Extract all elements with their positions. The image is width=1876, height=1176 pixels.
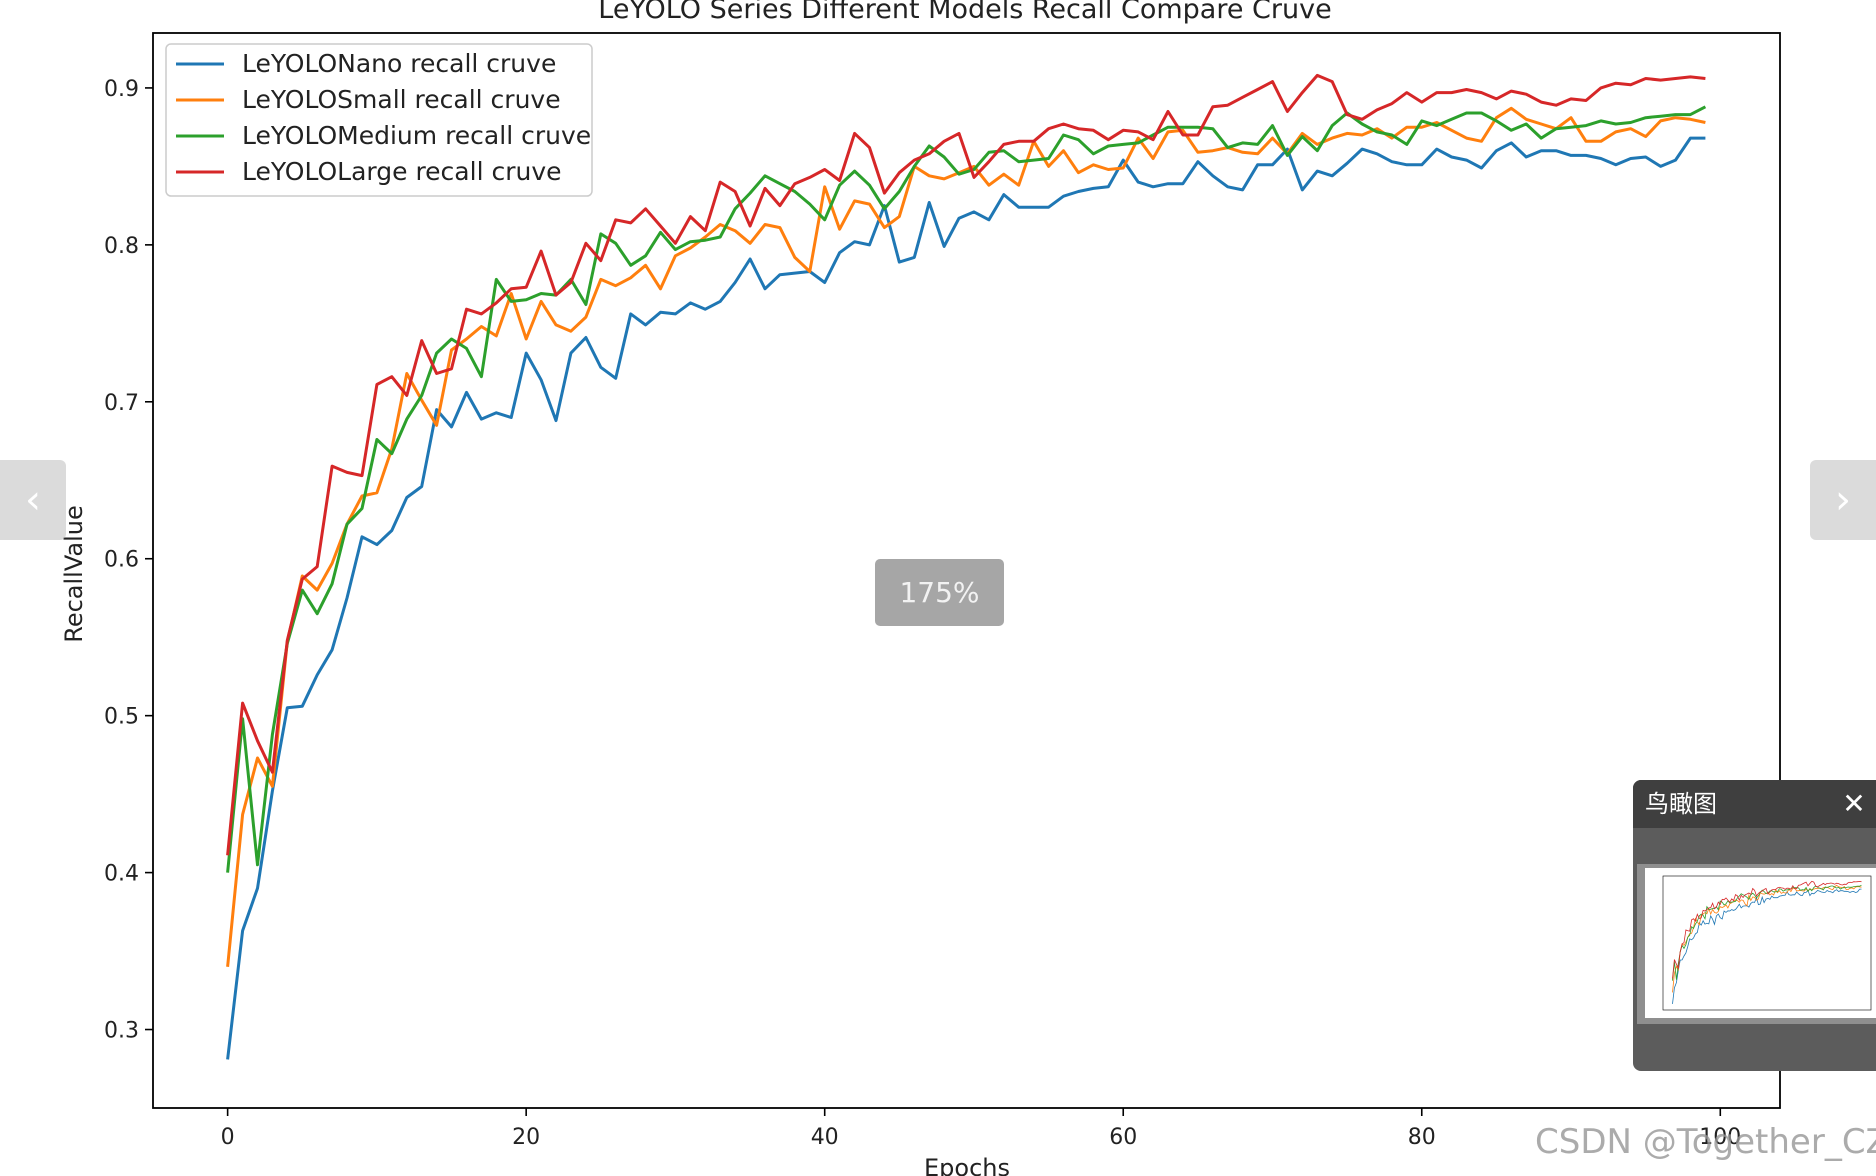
x-axis-label: Epochs — [924, 1154, 1010, 1176]
zoom-level-badge: 175% — [875, 559, 1004, 626]
series-line-1 — [226, 106, 1706, 967]
thumbnail-lines — [1662, 875, 1872, 1011]
thumbnail-series-line-3 — [1672, 880, 1862, 979]
y-tick-label: 0.6 — [104, 548, 139, 573]
x-tick-label: 0 — [221, 1125, 235, 1150]
series-line-0 — [226, 136, 1706, 1060]
x-tick-label: 80 — [1408, 1125, 1436, 1150]
x-axis-ticks: 0 20 40 60 80 100 — [221, 1108, 1741, 1150]
y-tick-label: 0.7 — [104, 391, 139, 416]
y-tick-label: 0.9 — [104, 77, 139, 102]
x-tick-label: 60 — [1109, 1125, 1137, 1150]
birdseye-title: 鸟瞰图 — [1645, 790, 1717, 818]
thumbnail-frame — [1662, 875, 1872, 1011]
axes-frame — [152, 32, 1781, 1109]
birdseye-header: 鸟瞰图 ✕ — [1633, 780, 1876, 828]
legend-entry: LeYOLONano recall cruve — [242, 49, 556, 78]
x-tick-label: 40 — [811, 1125, 839, 1150]
chevron-left-icon: ‹ — [25, 477, 41, 523]
thumbnail-series-line-0 — [1672, 888, 1862, 1004]
y-tick-label: 0.3 — [104, 1019, 139, 1044]
legend-box — [165, 43, 593, 197]
next-image-button[interactable]: › — [1810, 460, 1876, 540]
legend-entry: LeYOLOMedium recall cruve — [242, 121, 591, 150]
legend-entry: LeYOLOLarge recall cruve — [242, 157, 562, 186]
x-tick-label: 100 — [1699, 1125, 1741, 1150]
previous-image-button[interactable]: ‹ — [0, 460, 66, 540]
y-tick-label: 0.4 — [104, 862, 139, 887]
legend: LeYOLONano recall cruve LeYOLOSmall recal… — [165, 43, 593, 197]
y-tick-label: 0.5 — [104, 705, 139, 730]
series-line-3 — [226, 73, 1706, 856]
watermark: CSDN @Together_CZ — [1535, 1122, 1876, 1162]
y-axis-ticks: 0.3 0.4 0.5 0.6 0.7 0.8 0.9 — [104, 77, 153, 1044]
series-line-2 — [226, 105, 1707, 873]
x-tick-label: 20 — [512, 1125, 540, 1150]
legend-entry: LeYOLOSmall recall cruve — [242, 85, 561, 114]
birdseye-panel[interactable]: 鸟瞰图 ✕ — [1633, 780, 1876, 1071]
close-icon[interactable]: ✕ — [1842, 787, 1866, 820]
y-tick-label: 0.8 — [104, 234, 139, 259]
chevron-right-icon: › — [1835, 477, 1851, 523]
thumbnail-series-line-2 — [1672, 884, 1862, 981]
thumbnail-series-line-1 — [1672, 884, 1862, 993]
birdseye-thumbnail[interactable] — [1645, 868, 1876, 1018]
plot-lines — [226, 73, 1707, 1060]
chart-title: LeYOLO Series Different Models Recall Co… — [598, 0, 1331, 25]
